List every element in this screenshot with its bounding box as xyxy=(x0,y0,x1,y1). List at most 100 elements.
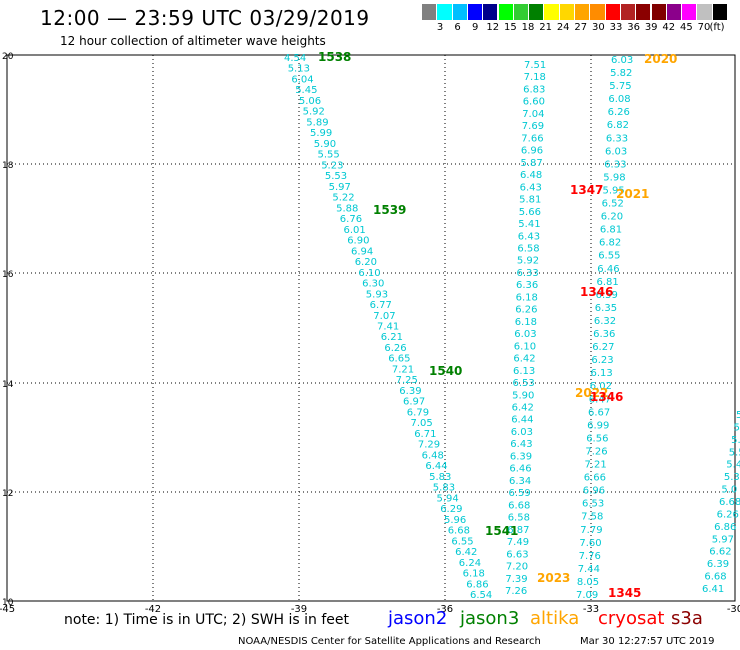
swh-value: 5.98 xyxy=(603,172,625,183)
swh-value: 6.41 xyxy=(702,584,724,595)
pass-label: 1540 xyxy=(429,364,462,378)
colorbar-label: 39 xyxy=(644,22,658,33)
swh-value: 6.03 xyxy=(511,427,533,438)
colorbar-label: 18 xyxy=(521,22,535,33)
swh-value: 5.75 xyxy=(609,81,631,92)
colorbar-label: 27 xyxy=(574,22,588,33)
swh-value: 6.60 xyxy=(523,97,545,108)
swh-value: 5.92 xyxy=(303,107,325,118)
swh-value: 6.68 xyxy=(448,526,470,537)
swh-value: 5.55 xyxy=(318,150,340,161)
swh-value: 5.87 xyxy=(521,158,543,169)
swh-value: 6.56 xyxy=(586,433,608,444)
pass-label: 2021 xyxy=(616,187,649,201)
colorbar-swatch xyxy=(544,4,560,20)
swh-value: 6.86 xyxy=(466,579,488,590)
chart-title: 12:00 — 23:59 UTC 03/29/2019 xyxy=(40,6,370,30)
swh-value: 6.33 xyxy=(606,133,628,144)
swh-value: 7.51 xyxy=(524,60,546,71)
pass-labels: 1538 1539 1540 1541 2020 2021 2022 2023 1347 1346… xyxy=(318,50,677,600)
swh-value: 7.79 xyxy=(580,525,602,536)
pass-label: 1347 xyxy=(570,183,603,197)
swh-value: 6.30 xyxy=(362,279,384,290)
swh-value: 6.87 xyxy=(507,525,529,536)
swh-value: 7.49 xyxy=(507,537,529,548)
x-tick-label: -33 xyxy=(583,604,599,615)
swh-value: 6.68 xyxy=(508,500,530,511)
swh-value: 6.26 xyxy=(608,107,630,118)
swh-value: 6.03 xyxy=(514,329,536,340)
swh-value: 6.21 xyxy=(381,332,403,343)
swh-value: 5.93 xyxy=(366,289,388,300)
swh-value: 6.99 xyxy=(587,420,609,431)
colorbar-label: 9 xyxy=(472,22,479,33)
swh-value: 6.76 xyxy=(340,214,362,225)
swh-value: 5.90 xyxy=(314,139,336,150)
swh-value: 7.21 xyxy=(585,460,607,471)
pass-label: 2022 xyxy=(575,386,608,400)
pass-label: 1346 xyxy=(590,390,623,404)
swh-value: 5.53 xyxy=(325,171,347,182)
swh-value: 5.95 xyxy=(603,186,625,197)
swh-value: 4.54 xyxy=(284,53,306,64)
swh-value: 6.23 xyxy=(591,355,613,366)
swh-value: 5.92 xyxy=(517,256,539,267)
swh-value: 5.3 xyxy=(724,472,740,483)
colorbar-label: 21 xyxy=(539,22,552,33)
grid-lines xyxy=(6,54,736,602)
swh-value: 5.81 xyxy=(519,195,541,206)
swh-value: 6.94 xyxy=(351,246,373,257)
colorbar-swatch xyxy=(682,4,698,20)
swh-value: 6.58 xyxy=(508,513,530,524)
swh-value: 7.26 xyxy=(585,447,607,458)
swh-value: 6.96 xyxy=(583,486,605,497)
swh-value: 7.05 xyxy=(411,418,433,429)
swh-value: 6.79 xyxy=(407,407,429,418)
legend-item: cryosat xyxy=(598,608,665,629)
swh-value: 6.53 xyxy=(582,499,604,510)
swh-value: 5.22 xyxy=(332,193,354,204)
swh-value: 5.99 xyxy=(310,128,332,139)
swh-value: 6.20 xyxy=(355,257,377,268)
colorbar-unit: (ft) xyxy=(709,22,725,33)
colorbar-swatch xyxy=(529,4,545,20)
swh-value: 6.39 xyxy=(399,386,421,397)
swh-value: 7.76 xyxy=(579,551,601,562)
swh-value: 5.96 xyxy=(444,515,466,526)
swh-value: 6.67 xyxy=(588,407,610,418)
x-tick-label: -36 xyxy=(437,604,453,615)
swh-value: 6.33 xyxy=(604,159,626,170)
swh-value: 6.48 xyxy=(520,170,542,181)
swh-value: 6.43 xyxy=(520,182,542,193)
swh-value: 6.46 xyxy=(597,264,619,275)
colorbar-swatch xyxy=(712,4,728,20)
swh-value: 5.90 xyxy=(512,390,534,401)
swh-value: 6.90 xyxy=(347,236,369,247)
colorbar-swatch xyxy=(590,4,606,20)
swh-value: 5.23 xyxy=(321,160,343,171)
colorbar-swatch xyxy=(422,4,438,20)
swh-value: 5.41 xyxy=(518,219,540,230)
swh-value: 6.96 xyxy=(521,146,543,157)
legend-item: jason3 xyxy=(460,608,520,629)
swh-value: 6.68 xyxy=(704,572,726,583)
colorbar-swatch xyxy=(513,4,530,20)
swh-value: 7.26 xyxy=(505,586,527,597)
swh-value: 7.41 xyxy=(377,322,399,333)
swh-value: 5.88 xyxy=(336,203,358,214)
swh-value: 6.97 xyxy=(403,397,425,408)
legend-item: altika xyxy=(530,608,580,629)
plot-frame xyxy=(6,54,736,602)
swh-value: 6.01 xyxy=(344,225,366,236)
colorbar-label: 30 xyxy=(592,22,605,33)
swh-value: 6.32 xyxy=(594,316,616,327)
swh-value: 6.18 xyxy=(516,292,538,303)
swh-value: 6.36 xyxy=(593,329,615,340)
swh-value: 6.18 xyxy=(515,317,537,328)
legend-item: jason2 xyxy=(388,608,448,629)
legend-item: s3a xyxy=(671,608,703,629)
swh-value: 5.83 xyxy=(433,483,455,494)
track-values: 4.545.136.045.455.065.925.895.995.905.55… xyxy=(284,53,740,601)
swh-value: 5.5 xyxy=(729,447,740,458)
